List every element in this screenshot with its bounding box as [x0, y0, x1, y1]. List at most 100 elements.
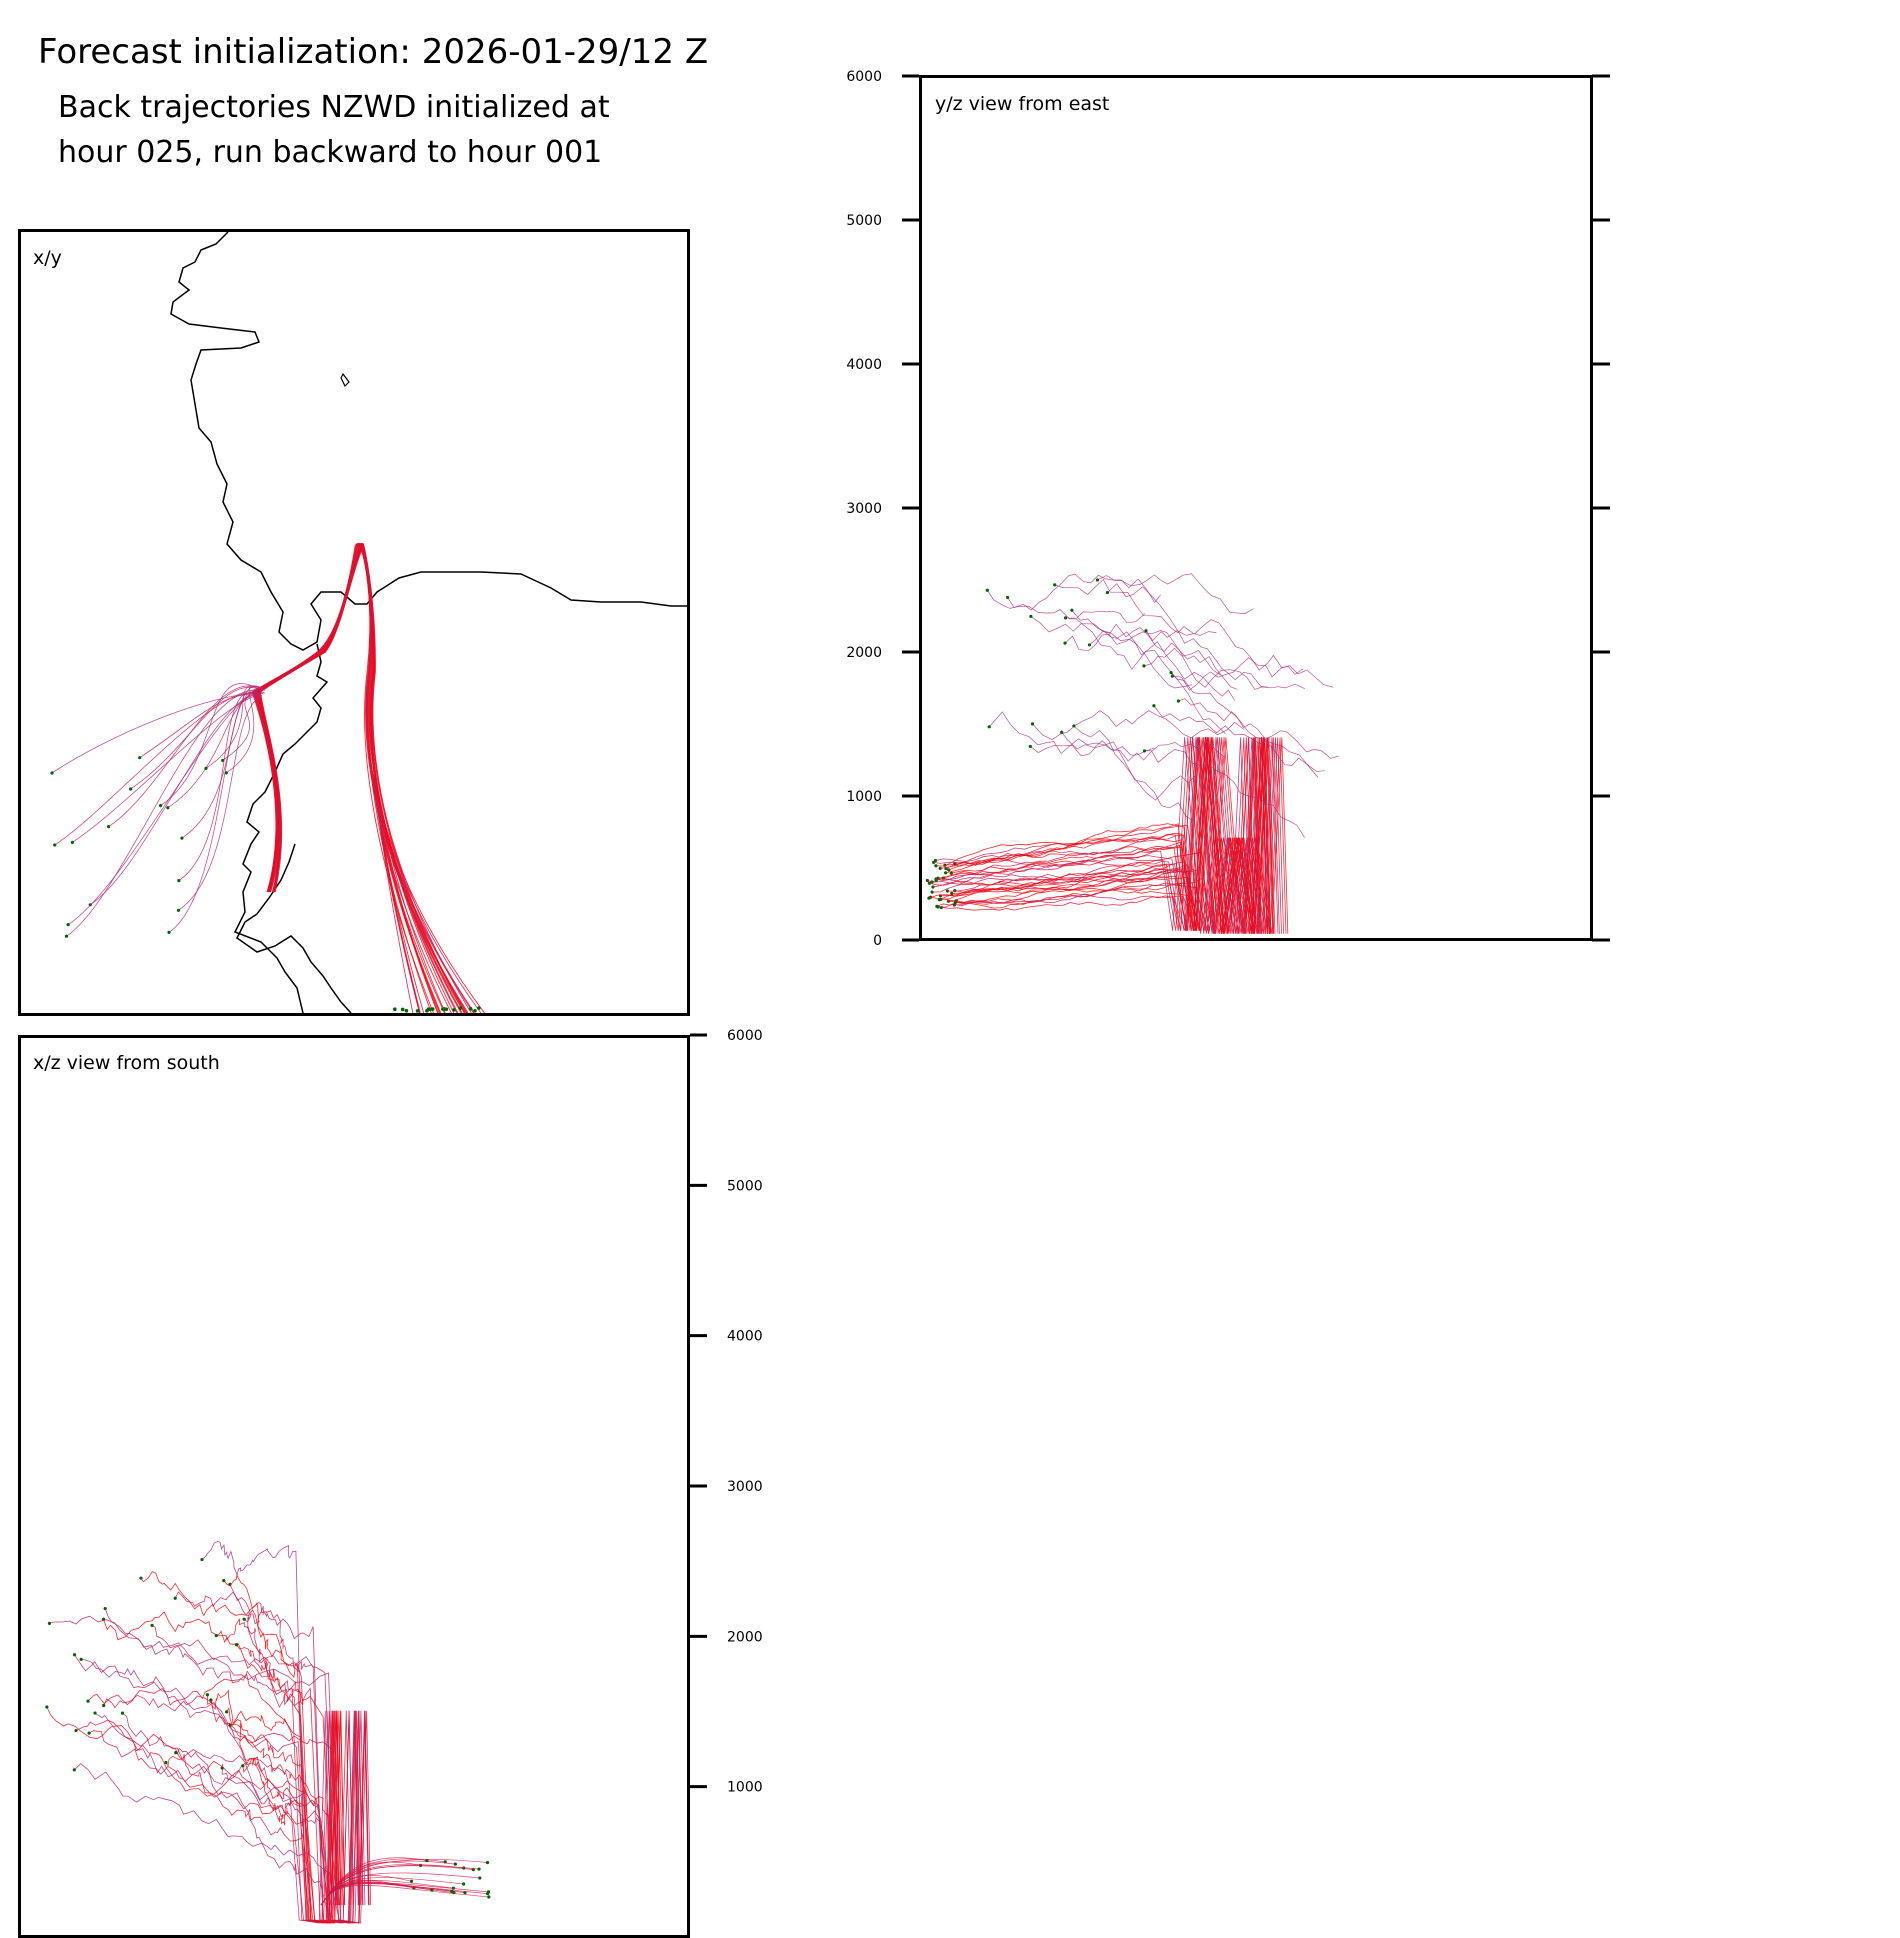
- xy-trajectory: [67, 689, 259, 925]
- xy-endpoint-marker: [473, 1008, 477, 1013]
- xy-trajectory: [66, 692, 261, 937]
- yz-endpoint-marker: [931, 885, 935, 889]
- xy-map-plot: [50, 232, 687, 1013]
- xz-trajectory: [229, 1584, 340, 1924]
- xz-endpoint-marker: [487, 1895, 491, 1899]
- xy-trajectory: [252, 543, 475, 1013]
- yz-endpoint-marker: [1053, 583, 1057, 587]
- coastline-north: [170, 232, 687, 651]
- xz-ytick-label-2000: 2000: [727, 1629, 763, 1645]
- xz-ytick-label-5000: 5000: [727, 1178, 763, 1194]
- xy-endpoint-marker: [393, 1007, 397, 1012]
- coastline-south: [236, 843, 352, 1013]
- xz-endpoint-marker: [72, 1653, 77, 1657]
- xy-endpoint-marker: [177, 879, 181, 883]
- yz-trajectory: [1073, 710, 1245, 739]
- xy-trajectory: [257, 543, 439, 1013]
- xy-trajectory: [256, 543, 467, 1013]
- xy-trajectory: [178, 692, 261, 881]
- yz-trajectory: [932, 737, 1268, 934]
- yz-endpoint-marker: [1072, 724, 1076, 728]
- yz-ytick-label-2000: 2000: [846, 645, 882, 661]
- xy-endpoint-marker: [458, 1006, 463, 1010]
- xz-endpoint-marker: [430, 1888, 434, 1892]
- xz-endpoint-marker: [409, 1879, 414, 1883]
- xy-endpoint-marker: [166, 806, 170, 810]
- figure-subtitle-line-2: hour 025, run backward to hour 001: [58, 135, 603, 170]
- xy-endpoint-marker: [66, 923, 70, 927]
- xz-endpoint-marker: [425, 1859, 429, 1863]
- xy-endpoint-marker: [468, 1007, 473, 1011]
- yz-trajectory: [954, 737, 1279, 934]
- xz-endpoint-marker: [79, 1657, 83, 1661]
- yz-trajectory: [935, 737, 1262, 934]
- xy-endpoint-marker: [70, 840, 74, 844]
- yz-trajectory: [941, 737, 1270, 934]
- xy-endpoint-marker: [106, 825, 111, 829]
- yz-endpoint-marker: [1152, 704, 1156, 708]
- xz-endpoint-marker: [485, 1860, 490, 1865]
- yz-endpoint-marker: [1029, 614, 1033, 618]
- xz-trajectory: [74, 1710, 370, 1924]
- yz-endpoint-marker: [1176, 699, 1181, 703]
- xz-trajectory: [320, 1881, 452, 1906]
- yz-panel-label: y/z view from east: [935, 93, 1110, 115]
- yz-trajectory: [928, 737, 1253, 934]
- yz-trajectory: [945, 737, 1265, 934]
- xy-endpoint-marker: [415, 1009, 420, 1013]
- yz-trajectory: [1054, 578, 1217, 636]
- coastline-west: [233, 643, 329, 1013]
- xy-trajectory: [54, 689, 263, 846]
- xz-trajectory: [75, 1710, 346, 1924]
- xy-trajectory: [130, 686, 260, 790]
- xy-endpoint-marker: [204, 766, 208, 770]
- yz-trajectory: [1144, 749, 1305, 838]
- yz-endpoint-marker: [936, 905, 940, 909]
- xy-endpoint-marker: [64, 934, 69, 938]
- xy-trajectory: [72, 694, 262, 843]
- xy-endpoint-marker: [53, 843, 57, 847]
- yz-trajectory: [951, 737, 1287, 934]
- xz-endpoint-marker: [139, 1576, 143, 1580]
- xy-trajectory: [205, 685, 261, 769]
- yz-trajectory: [1178, 698, 1339, 759]
- yz-endpoint-marker: [1063, 616, 1068, 620]
- yz-ytick-label-4000: 4000: [846, 357, 882, 373]
- yz-trajectory: [1107, 583, 1268, 688]
- yz-ytick-label-5000: 5000: [846, 213, 882, 229]
- xz-endpoint-marker: [225, 1710, 229, 1714]
- yz-endpoint-marker: [950, 891, 954, 896]
- yz-trajectory: [1170, 672, 1325, 772]
- xz-trajectory: [140, 1571, 342, 1924]
- xz-endpoint-marker: [477, 1867, 481, 1871]
- xy-endpoint-marker: [452, 1008, 456, 1012]
- xz-trajectory: [46, 1706, 334, 1924]
- xy-endpoint-marker: [477, 1006, 481, 1010]
- xz-endpoint-marker: [150, 1623, 154, 1627]
- xz-endpoint-marker: [200, 1557, 204, 1562]
- yz-endpoint-marker: [1169, 671, 1173, 675]
- xz-trajectory: [320, 1884, 489, 1906]
- xz-endpoint-marker: [222, 1579, 226, 1583]
- yz-ytick-label-0: 0: [873, 933, 882, 949]
- xy-trajectory: [167, 694, 259, 809]
- xz-endpoint-marker: [93, 1711, 97, 1715]
- xz-trajectory: [320, 1865, 480, 1906]
- xz-endpoint-marker: [205, 1693, 209, 1697]
- xz-trajectory: [201, 1540, 337, 1924]
- yz-endpoint-marker: [1060, 730, 1064, 734]
- yz-endpoint-marker: [927, 896, 931, 900]
- yz-trajectory: [938, 737, 1260, 934]
- yz-endpoint-marker: [1144, 629, 1148, 633]
- yz-trajectory: [935, 737, 1268, 934]
- xz-trajectory: [226, 1707, 345, 1924]
- xy-trajectory: [168, 686, 262, 933]
- yz-trajectory: [1172, 657, 1334, 691]
- yz-endpoint-marker: [985, 588, 989, 592]
- yz-endpoint-marker: [1095, 578, 1100, 582]
- island-outline: [340, 372, 350, 388]
- xz-endpoint-marker: [453, 1862, 457, 1866]
- xz-endpoint-marker: [164, 1760, 168, 1765]
- xy-trajectory: [258, 543, 446, 1013]
- yz-trajectory: [947, 737, 1280, 934]
